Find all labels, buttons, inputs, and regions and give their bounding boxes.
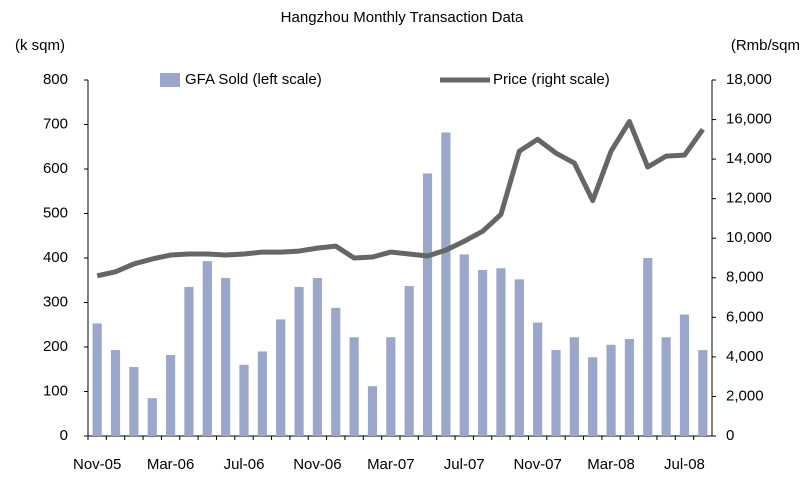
x-tick-label: Jul-07 [444,456,485,473]
bar [312,278,322,436]
bar [661,337,671,436]
bar [588,357,598,436]
bar [92,323,102,436]
bar [698,350,708,436]
bar [459,254,469,436]
bar [147,398,157,436]
y-tick-label: 200 [43,338,68,355]
bar [514,279,524,436]
y-tick-label: 500 [43,204,68,221]
bar [533,322,543,436]
bar [221,278,231,436]
y2-tick-label: 8,000 [726,269,764,286]
x-tick-label: Mar-08 [587,456,635,473]
bar [276,319,286,436]
bar [643,258,653,436]
bar [422,173,433,436]
legend-label: Price (right scale) [493,71,610,88]
bar [184,286,194,436]
bar [386,337,396,436]
bar [129,367,139,436]
y-tick-label: 300 [43,293,68,310]
y-tick-label: 800 [43,71,68,88]
y2-tick-label: 6,000 [726,308,764,325]
x-tick-label: Nov-06 [293,456,341,473]
bar [569,337,579,436]
legend-label: GFA Sold (left scale) [185,71,322,88]
x-tick-label: Mar-06 [147,456,195,473]
y2-tick-label: 10,000 [726,229,772,246]
y-tick-label: 600 [43,160,68,177]
y2-axis-label: (Rmb/sqm [731,37,800,54]
x-tick-label: Jul-08 [664,456,705,473]
bar [239,364,249,436]
bar [257,351,267,436]
bar [367,386,378,436]
bar [294,286,304,436]
legend-swatch [160,73,180,87]
bar [166,355,176,436]
bar [110,350,121,436]
y2-tick-label: 12,000 [726,190,772,207]
bar [331,307,341,436]
x-tick-label: Mar-07 [367,456,415,473]
y-tick-label: 400 [43,249,68,266]
y2-tick-label: 14,000 [726,150,772,167]
bar [551,350,561,436]
bar [624,338,634,436]
y-tick-label: 700 [43,115,68,132]
x-tick-label: Jul-06 [224,456,265,473]
y2-tick-label: 16,000 [726,111,772,128]
y2-tick-label: 4,000 [726,348,764,365]
bar [679,314,690,436]
y-axis-label: (k sqm) [15,37,65,54]
bar [202,261,212,436]
bar [441,132,451,436]
bar [349,337,359,436]
x-tick-label: Nov-05 [73,456,121,473]
y2-tick-label: 2,000 [726,387,764,404]
price-line [96,119,705,279]
y-tick-label: 100 [43,382,68,399]
y-tick-label: 0 [60,427,68,444]
y2-tick-label: 0 [726,427,734,444]
bar [478,270,488,436]
chart-title: Hangzhou Monthly Transaction Data [281,9,524,26]
x-tick-label: Nov-07 [513,456,561,473]
bar [496,268,506,436]
bar [404,286,414,436]
y2-tick-label: 18,000 [726,71,772,88]
bar [606,344,616,436]
